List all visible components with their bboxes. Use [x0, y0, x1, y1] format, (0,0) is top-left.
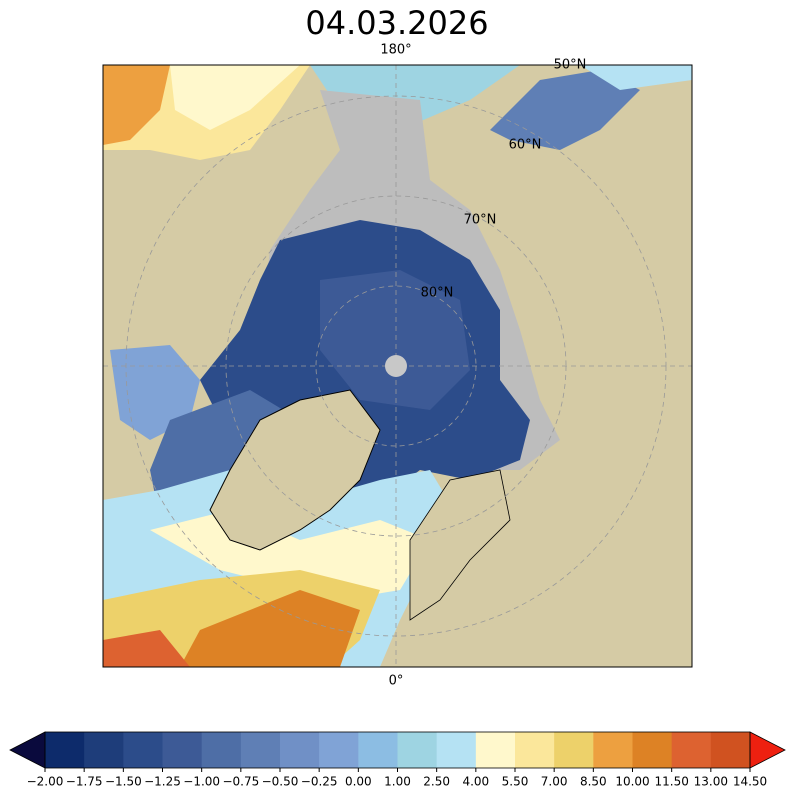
colorbar-segment: [45, 732, 85, 768]
lat-label: 60°N: [509, 138, 542, 153]
colorbar-segment: [123, 732, 163, 768]
lon-label: 180°: [380, 43, 411, 58]
colorbar-segment: [162, 732, 203, 768]
colorbar-tick-label: −1.25: [144, 775, 181, 789]
colorbar-tick-label: 5.50: [502, 775, 529, 789]
map-labels: 180° 0° 50°N 60°N 70°N 80°N: [380, 43, 586, 689]
colorbar-tick-label: 1.00: [384, 775, 411, 789]
colorbar-tick-label: 8.50: [580, 775, 607, 789]
colorbar-tick-label: 2.50: [423, 775, 450, 789]
colorbar-segment: [319, 732, 359, 768]
colorbar-over: [749, 731, 786, 769]
colorbar-tick-label: 10.00: [615, 775, 649, 789]
map-frame: [102, 64, 693, 668]
colorbar-tick-label: −2.00: [27, 775, 64, 789]
colorbar-tick-label: 0.00: [345, 775, 372, 789]
colorbar-segment: [593, 732, 633, 768]
title: 04.03.2026: [305, 4, 488, 42]
colorbar-segment: [475, 732, 516, 768]
colorbar-segment: [436, 732, 477, 768]
colorbar-under: [9, 731, 46, 769]
colorbar-segment: [554, 732, 594, 768]
colorbar-segment: [280, 732, 320, 768]
lat-label: 80°N: [421, 286, 454, 301]
colorbar-tick-label: 13.00: [694, 775, 728, 789]
colorbar-segment: [632, 732, 673, 768]
colorbar-segment: [240, 732, 281, 768]
colorbar-tick-label: −0.25: [301, 775, 338, 789]
lon-label: 0°: [389, 674, 404, 689]
colorbar-tick-label: −1.75: [66, 775, 103, 789]
colorbar: −2.00 −1.75 −1.50 −1.25 −1.00 −0.75 −0.50 −0.25…: [9, 731, 786, 789]
colorbar-tick-label: 7.00: [541, 775, 568, 789]
lat-label: 70°N: [464, 213, 497, 228]
map: [103, 65, 692, 667]
colorbar-tick-label: −0.75: [222, 775, 259, 789]
colorbar-segment: [515, 732, 555, 768]
colorbar-segment: [358, 732, 398, 768]
colorbar-tick-label: −1.50: [105, 775, 142, 789]
lat-label: 50°N: [554, 58, 587, 73]
colorbar-tick-label: 14.50: [733, 775, 767, 789]
colorbar-tick-label: −1.00: [183, 775, 220, 789]
colorbar-segment: [397, 732, 438, 768]
colorbar-segment: [84, 732, 124, 768]
colorbar-segment: [671, 732, 712, 768]
colorbar-tick-label: 4.00: [462, 775, 489, 789]
colorbar-segment: [201, 732, 242, 768]
colorbar-segment: [710, 732, 751, 768]
colorbar-tick-label: 11.50: [654, 775, 688, 789]
colorbar-tick-label: −0.50: [262, 775, 299, 789]
